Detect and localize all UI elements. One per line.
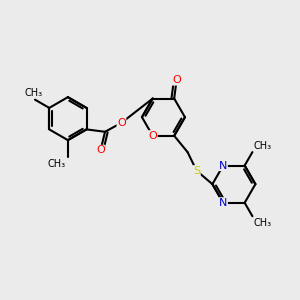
Text: O: O (96, 145, 105, 155)
Text: CH₃: CH₃ (254, 141, 272, 151)
Text: CH₃: CH₃ (25, 88, 43, 98)
Text: O: O (117, 118, 126, 128)
Text: O: O (172, 75, 181, 85)
Text: CH₃: CH₃ (254, 218, 272, 228)
Text: N: N (219, 160, 227, 170)
Text: N: N (219, 198, 227, 208)
Text: S: S (193, 166, 200, 176)
Text: O: O (148, 131, 157, 141)
Text: CH₃: CH₃ (47, 159, 65, 169)
